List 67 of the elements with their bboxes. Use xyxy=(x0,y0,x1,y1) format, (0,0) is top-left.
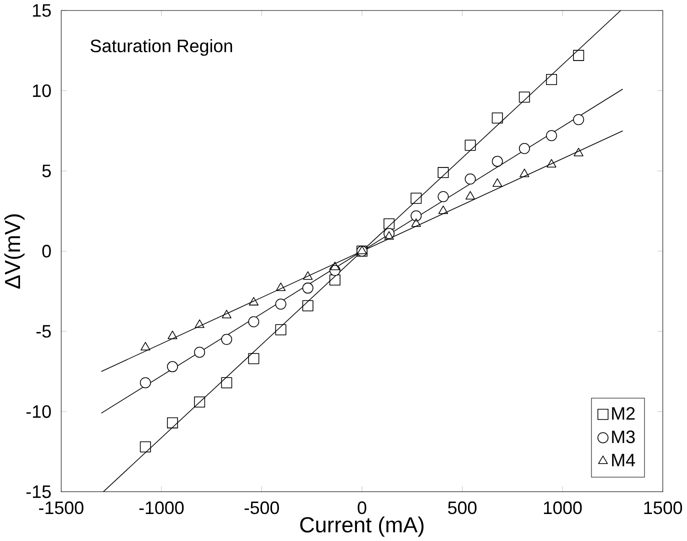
point xyxy=(573,114,584,126)
point xyxy=(194,346,206,358)
point xyxy=(166,361,178,372)
point xyxy=(384,218,395,230)
point xyxy=(194,319,204,328)
y-tick-label: 5 xyxy=(42,164,51,178)
y-tick-label: -5 xyxy=(36,325,51,338)
point xyxy=(546,130,558,142)
y-tick-label: 15 xyxy=(32,4,51,17)
point xyxy=(194,396,206,408)
point xyxy=(329,274,340,286)
point xyxy=(222,310,232,318)
y-axis-title: ΔV(mV) xyxy=(4,214,25,289)
point xyxy=(411,218,421,227)
point xyxy=(492,156,503,167)
legend-label: M2 xyxy=(612,407,635,420)
point xyxy=(492,112,503,124)
point xyxy=(465,191,476,200)
point xyxy=(140,342,150,350)
point xyxy=(520,168,530,178)
point xyxy=(410,192,422,204)
point xyxy=(140,377,151,388)
point xyxy=(546,74,558,85)
point xyxy=(275,298,286,310)
x-axis-title: Current (mA) xyxy=(300,516,424,537)
point xyxy=(248,353,260,364)
point xyxy=(384,231,394,240)
point xyxy=(330,262,340,270)
point xyxy=(275,324,286,336)
point xyxy=(303,271,313,280)
legend-label: M4 xyxy=(612,454,636,466)
x-tick-label: -500 xyxy=(244,501,279,514)
point xyxy=(168,330,178,340)
point xyxy=(573,50,584,61)
point xyxy=(464,173,476,184)
x-tick-label: 1000 xyxy=(544,501,582,514)
point xyxy=(302,282,314,294)
point xyxy=(438,206,448,214)
x-tick-label: 0 xyxy=(358,501,366,514)
point xyxy=(248,296,259,306)
point xyxy=(410,210,422,222)
point xyxy=(518,92,530,103)
x-tick-label: -1500 xyxy=(39,501,84,514)
legend-label: M3 xyxy=(612,430,635,444)
x-tick-label: 1500 xyxy=(644,501,682,514)
point xyxy=(248,316,260,328)
point xyxy=(357,246,367,254)
point xyxy=(166,417,178,428)
x-tick-label: 500 xyxy=(448,501,477,514)
point xyxy=(438,167,449,178)
y-tick-label: -15 xyxy=(26,486,51,498)
annotation: Saturation Region xyxy=(90,39,232,56)
y-tick-label: -10 xyxy=(26,405,51,418)
point xyxy=(302,300,314,312)
point xyxy=(518,142,530,154)
point xyxy=(276,282,286,291)
point xyxy=(492,178,502,187)
point xyxy=(438,191,449,202)
y-tick-label: 0 xyxy=(42,244,51,258)
point xyxy=(140,441,151,452)
point xyxy=(221,377,232,388)
point xyxy=(546,158,556,168)
point xyxy=(574,148,584,156)
point xyxy=(221,334,232,345)
x-tick-label: -1000 xyxy=(139,501,184,514)
y-tick-label: 10 xyxy=(32,84,51,98)
point xyxy=(464,140,476,151)
